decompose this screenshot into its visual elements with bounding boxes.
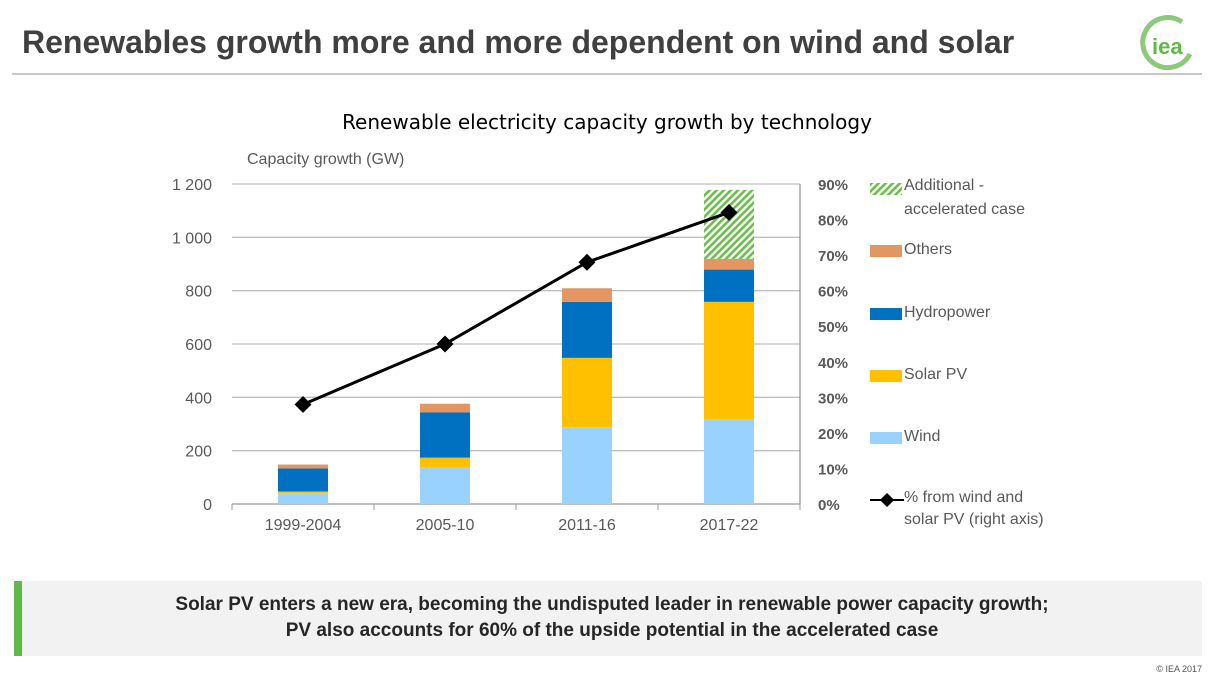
line-marker [578,253,596,271]
callout-line-1: Solar PV enters a new era, becoming the … [175,594,1049,615]
bar-segment-hydropower [704,269,754,302]
bar-segment-hydropower [562,301,612,358]
legend-item-wind: Wind [870,428,1070,446]
bar-segment-others [420,403,470,413]
y2-tick-label: 10% [818,461,848,478]
bar-segment-solar-pv [278,491,328,494]
chart-title: Renewable electricity capacity growth by… [342,110,872,134]
legend-swatch [870,308,902,320]
y-axis-label: Capacity growth (GW) [247,151,404,168]
x-tick-label: 1999-2004 [265,517,342,534]
y2-tick-label: 40% [818,355,848,372]
legend-item-additional: Additional - accelerated case [870,177,1070,222]
line-marker [436,335,454,353]
y2-tick-label: 0% [818,497,840,514]
legend-item-others: Others [870,241,1070,259]
y2-tick-label: 90% [818,177,848,194]
legend-item-hydropower: Hydropower [870,304,1070,322]
bar-segment-wind [278,493,328,504]
bar-segment-hydropower [420,412,470,458]
bar-chart: Capacity growth (GW) 0 200 400 600 800 1 000 1 … [172,151,848,534]
x-tick-label: 2017-22 [700,517,759,534]
key-message-callout: Solar PV enters a new era, becoming the … [14,581,1202,656]
y-tick-label: 400 [185,390,212,407]
line-marker [294,395,312,413]
callout-line-2: PV also accounts for 60% of the upside p… [285,620,939,641]
legend-item-solar: Solar PV [870,366,1070,384]
callout-accent-bar [14,581,22,656]
y-tick-label: 0 [203,497,212,514]
legend-swatch [870,370,902,382]
x-tick-label: 2011-16 [558,517,616,534]
bar-segment-solar-pv [420,457,470,468]
copyright: © IEA 2017 [1156,664,1202,674]
x-tick-label: 2005-10 [416,517,475,534]
line-marker [720,203,738,221]
y2-tick-label: 60% [818,284,848,301]
bar-segment-additional-accelerated-case [704,189,754,259]
y-tick-label: 1 200 [172,177,212,194]
bar-segment-solar-pv [704,301,754,419]
legend-line-icon [870,493,904,507]
iea-logo: iea [1140,15,1193,70]
bar-segment-others [562,288,612,302]
legend-swatch [870,182,902,195]
slide-title: Renewables growth more and more dependen… [22,24,1015,60]
y2-tick-label: 30% [818,390,848,407]
bar-segment-solar-pv [562,357,612,428]
bar-segment-others [704,258,754,270]
y2-tick-label: 70% [818,248,848,265]
bar-segment-others [278,464,328,469]
y-tick-label: 200 [185,444,212,461]
bar-segment-hydropower [278,468,328,492]
legend-item-line: % from wind and solar PV (right axis) [870,489,1070,531]
y-tick-label: 800 [185,284,212,301]
y2-tick-label: 50% [818,319,848,336]
legend-swatch [870,245,902,257]
bar-segment-wind [420,467,470,504]
legend-swatch [870,432,902,444]
y-tick-label: 600 [185,337,212,354]
title-divider [12,73,1202,75]
bar-segment-wind [704,418,754,504]
line-series [302,211,730,406]
y2-tick-label: 20% [818,426,848,443]
y-tick-label: 1 000 [172,230,212,247]
bar-segment-wind [562,427,612,504]
svg-text:iea: iea [1152,34,1183,59]
y2-tick-label: 80% [818,213,848,230]
